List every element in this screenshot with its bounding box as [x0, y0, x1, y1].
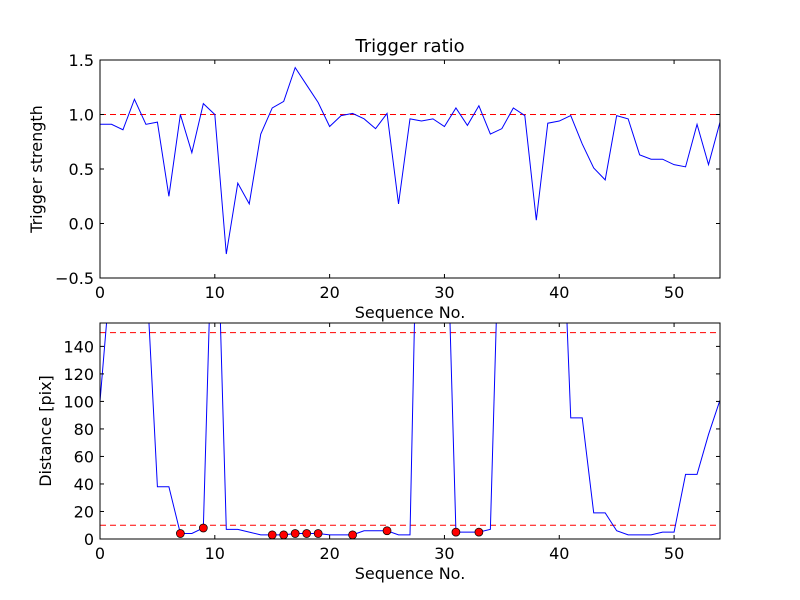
y-axis-label: Trigger strength [27, 105, 46, 234]
axes-frame [99, 59, 721, 279]
data-point-marker [279, 530, 289, 540]
x-tick-label: 40 [549, 283, 569, 302]
x-tick-label: 50 [664, 283, 684, 302]
data-point-marker [176, 529, 185, 538]
y-tick-label: 20 [74, 502, 94, 521]
x-tick-label: 10 [205, 283, 225, 302]
axes-frame [99, 322, 721, 540]
x-tick-label: 0 [95, 544, 105, 563]
x-tick-label: 20 [319, 544, 339, 563]
y-tick-label: 120 [63, 365, 94, 384]
y-axis-label: Distance [pix] [36, 375, 55, 487]
data-point-marker [198, 523, 208, 533]
y-tick-label: −0.5 [55, 269, 94, 288]
data-point-marker [382, 526, 392, 536]
y-tick-label: 1.0 [69, 106, 94, 125]
series-line [100, 66, 720, 255]
x-tick-label: 50 [664, 544, 684, 563]
x-tick-label: 10 [205, 544, 225, 563]
y-tick-label: 60 [74, 447, 94, 466]
y-tick-label: 40 [74, 475, 94, 494]
x-tick-label: 30 [434, 283, 454, 302]
data-point-marker [348, 530, 357, 540]
data-point-marker [451, 527, 461, 537]
x-axis-label: Sequence No. [355, 564, 466, 583]
series-line [100, 323, 720, 536]
data-point-marker [290, 529, 300, 538]
data-point-marker [474, 527, 484, 537]
trigger-ratio-panel: 0 10 20 30 40 50 −0.5 0.0 0.5 1.0 1.5 Trigger ratio… [27, 36, 721, 322]
y-tick-label: 1.5 [69, 51, 94, 70]
data-point-marker [313, 529, 323, 538]
x-tick-label: 0 [95, 283, 105, 302]
chart-title: Trigger ratio [354, 36, 464, 57]
x-tick-label: 40 [549, 544, 569, 563]
y-tick-label: 0.0 [69, 215, 94, 234]
y-tick-label: 0.5 [69, 160, 94, 179]
y-tick-label: 80 [74, 420, 94, 439]
y-tick-label: 100 [63, 392, 94, 411]
distance-panel: 0 10 20 30 40 50 0 20 40 60 80 100 120 140 Sequence No… [36, 322, 721, 583]
data-point-marker [267, 530, 277, 540]
y-tick-label: 0 [84, 530, 94, 549]
x-axis-label: Sequence No. [355, 303, 466, 322]
data-point-marker [302, 529, 312, 538]
x-tick-label: 20 [319, 283, 339, 302]
x-tick-label: 30 [434, 544, 454, 563]
y-tick-label: 140 [63, 337, 94, 356]
